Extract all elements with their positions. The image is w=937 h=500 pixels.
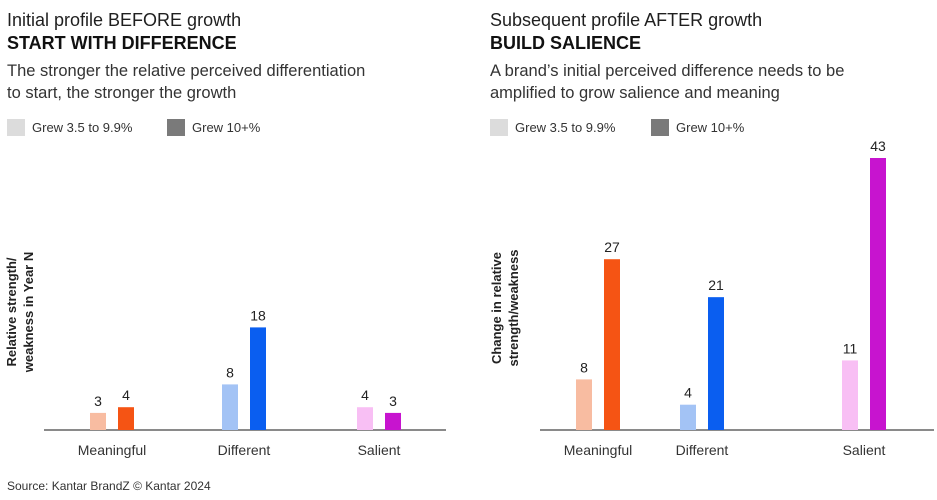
left-legend-label-dark: Grew 10+% (192, 120, 261, 136)
right-chart-description: A brand’s initial perceived difference n… (490, 60, 844, 104)
right-category-label-different: Different (676, 442, 729, 458)
left-chart-description: The stronger the relative perceived diff… (7, 60, 365, 104)
left-legend: Grew 3.5 to 9.9% Grew 10+% (7, 119, 407, 137)
right-description-line-2: amplified to grow salience and meaning (490, 84, 780, 102)
left-legend-item-dark: Grew 10+% (167, 119, 261, 137)
right-chart-panel: Subsequent profile AFTER growth BUILD SA… (482, 0, 937, 500)
left-y-axis-label: Relative strength/weakness in Year N (4, 252, 36, 373)
left-bar-chart: 3 4 Meaningful 8 18 Different 4 3 Salient Relativ… (4, 252, 446, 458)
left-chart-subtitle: START WITH DIFFERENCE (7, 33, 237, 53)
right-legend-item-light: Grew 3.5 to 9.9% (490, 119, 616, 137)
left-legend-swatch-light (7, 119, 25, 137)
right-bar-salient-grew-3-5-to-9-9 (842, 360, 858, 430)
left-category-label-different: Different (218, 442, 271, 458)
right-legend-swatch-light (490, 119, 508, 137)
right-bar-meaningful-grew-10-plus (604, 259, 620, 430)
right-legend: Grew 3.5 to 9.9% Grew 10+% (490, 119, 890, 137)
left-category-label-salient: Salient (358, 442, 401, 458)
right-y-axis-label-line-2: strength/weakness (506, 249, 521, 366)
left-legend-swatch-dark (167, 119, 185, 137)
left-bar-label-meaningful-grew-10-plus: 4 (122, 387, 130, 403)
left-chart-title: Initial profile BEFORE growth (7, 10, 242, 30)
right-legend-label-light: Grew 3.5 to 9.9% (515, 120, 616, 136)
left-bar-label-meaningful-grew-3-5-to-9-9: 3 (94, 393, 102, 409)
left-bar-label-salient-grew-10-plus: 3 (389, 393, 397, 409)
left-bar-label-salient-grew-3-5-to-9-9: 4 (361, 387, 369, 403)
left-category-label-meaningful: Meaningful (78, 442, 147, 458)
source-note: Source: Kantar BrandZ © Kantar 2024 (7, 479, 211, 493)
right-bar-meaningful-grew-3-5-to-9-9 (576, 379, 592, 430)
left-bar-different-grew-10-plus (250, 327, 266, 430)
left-chart-panel: Initial profile BEFORE growth START WITH… (0, 0, 460, 500)
right-bar-label-meaningful-grew-10-plus: 27 (604, 239, 620, 255)
right-legend-item-dark: Grew 10+% (651, 119, 745, 137)
right-chart-title: Subsequent profile AFTER growth (490, 10, 763, 30)
right-bar-different-grew-3-5-to-9-9 (680, 404, 696, 430)
right-category-label-meaningful: Meaningful (564, 442, 633, 458)
left-legend-item-light: Grew 3.5 to 9.9% (7, 119, 133, 137)
left-bar-different-grew-3-5-to-9-9 (222, 384, 238, 430)
left-bar-meaningful-grew-3-5-to-9-9 (90, 412, 106, 430)
right-bar-label-salient-grew-10-plus: 43 (870, 138, 886, 154)
right-category-label-salient: Salient (843, 442, 886, 458)
left-bar-salient-grew-10-plus (385, 412, 401, 430)
right-bar-chart: 8 27 Meaningful 4 21 Different 11 43 Salient Chan… (489, 138, 934, 458)
right-bar-salient-grew-10-plus (870, 158, 886, 430)
left-y-axis-label-line-1: Relative strength/ (4, 257, 19, 366)
right-bar-label-meaningful-grew-3-5-to-9-9: 8 (580, 359, 588, 375)
right-bar-label-different-grew-10-plus: 21 (708, 277, 724, 293)
right-description-line-1: A brand’s initial perceived difference n… (490, 62, 845, 80)
right-legend-swatch-dark (651, 119, 669, 137)
left-bar-meaningful-grew-10-plus (118, 407, 134, 430)
right-y-axis-label: Change in relative strength/weakness (489, 249, 521, 366)
right-chart-subtitle: BUILD SALIENCE (490, 33, 642, 53)
left-y-axis-label-line-2: weakness in Year N (21, 252, 36, 373)
right-bar-label-salient-grew-3-5-to-9-9: 11 (843, 340, 858, 356)
right-legend-label-dark: Grew 10+% (676, 120, 745, 136)
right-y-axis-label-line-1: Change in relative (489, 252, 504, 364)
left-bar-label-different-grew-3-5-to-9-9: 8 (226, 364, 234, 380)
left-description-line-1: The stronger the relative perceived diff… (7, 62, 366, 80)
left-bar-salient-grew-3-5-to-9-9 (357, 407, 373, 430)
left-bar-label-different-grew-10-plus: 18 (250, 307, 266, 323)
right-bar-different-grew-10-plus (708, 297, 724, 430)
left-description-line-2: to start, the stronger the growth (7, 84, 237, 102)
right-bar-label-different-grew-3-5-to-9-9: 4 (684, 385, 692, 401)
left-legend-label-light: Grew 3.5 to 9.9% (32, 120, 133, 136)
